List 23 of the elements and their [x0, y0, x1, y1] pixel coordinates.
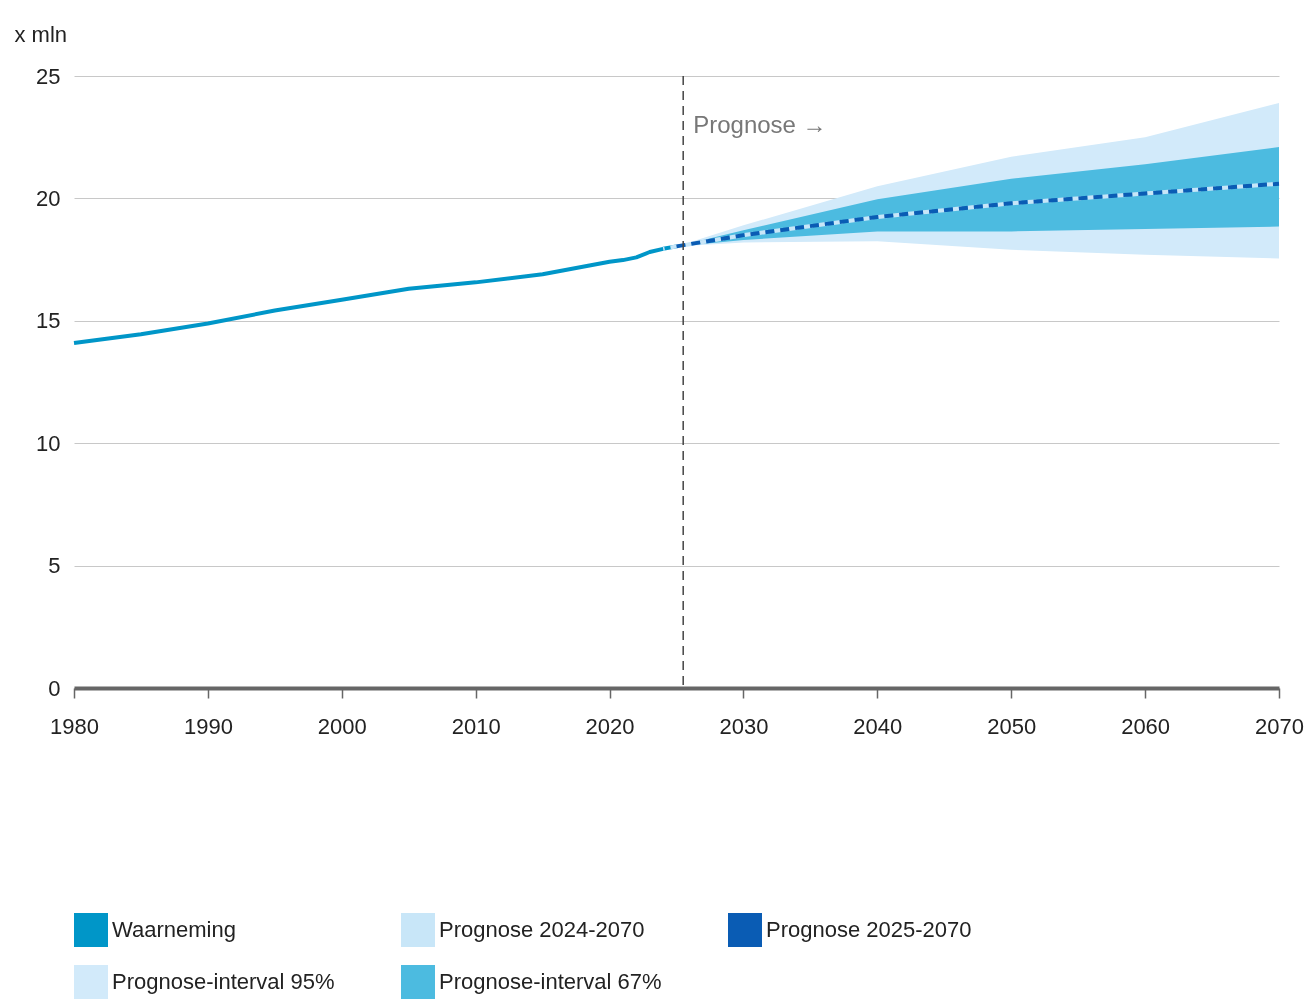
legend-label: Prognose 2025-2070: [766, 917, 972, 942]
y-tick-label: 5: [48, 553, 61, 579]
y-tick-label: 25: [36, 63, 61, 89]
x-tick-label: 2060: [1121, 713, 1171, 739]
y-axis-title: x mln: [14, 21, 68, 47]
y-tick-label: 0: [48, 675, 61, 701]
legend-label: Prognose-interval 67%: [439, 969, 662, 994]
x-tick-label: 2030: [719, 713, 769, 739]
x-tick-label: 1980: [50, 713, 99, 739]
x-tick-label: 2050: [987, 713, 1037, 739]
y-tick-label: 20: [36, 185, 61, 211]
legend-label: Prognose-interval 95%: [112, 969, 335, 994]
ref-line-label: Prognose →: [693, 111, 827, 138]
x-tick-label: 2040: [853, 713, 903, 739]
legend-label: Prognose 2024-2070: [439, 917, 645, 942]
y-tick-label: 10: [36, 430, 61, 456]
x-tick-label: 2020: [585, 713, 635, 739]
x-tick-label: 2000: [317, 713, 367, 739]
x-tick-label: 1990: [183, 713, 233, 739]
x-tick-label: 2010: [451, 713, 501, 739]
x-tick-label: 2070: [1255, 713, 1304, 739]
y-tick-label: 15: [36, 308, 61, 334]
legend-label: Waarneming: [112, 917, 236, 942]
